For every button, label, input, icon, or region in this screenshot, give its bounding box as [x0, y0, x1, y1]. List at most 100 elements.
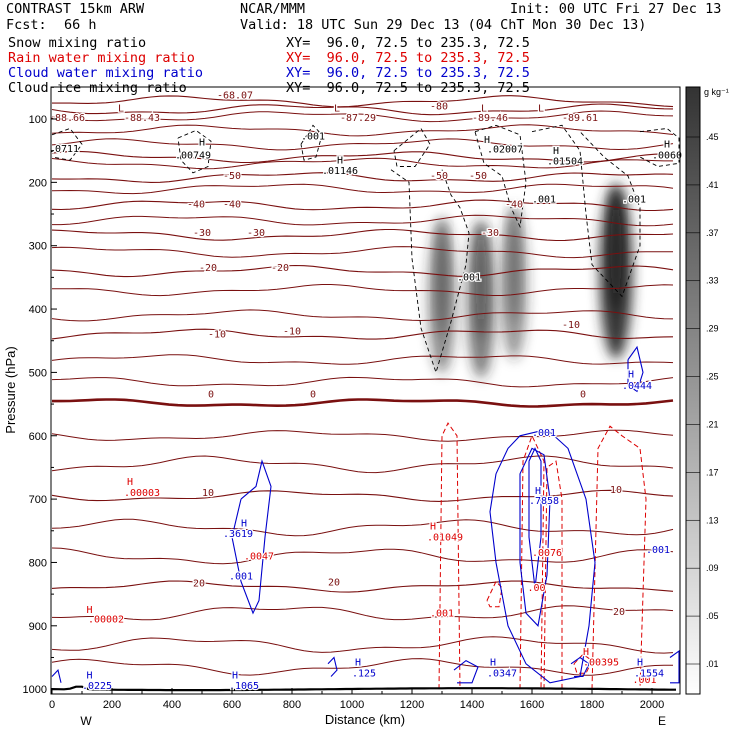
isotherm-line	[51, 518, 674, 537]
cloud-water-high-marker: H	[355, 658, 361, 669]
field-rain-xy: XY= 96.0, 72.5 to 235.3, 72.5	[286, 50, 530, 66]
cloud-ice-contour	[300, 124, 323, 161]
x-axis-east-label: E	[658, 714, 666, 728]
cloud-ice-high-marker: H	[199, 138, 205, 149]
temperature-low-marker: L	[538, 103, 544, 114]
x-tick-label: 0	[49, 699, 55, 711]
snow-shading-core	[436, 216, 448, 337]
field-snow-name: Snow mixing ratio	[8, 35, 147, 51]
isotherm-label: -88.66	[49, 113, 85, 124]
isotherm-label: 10	[202, 488, 214, 499]
isotherm-label: 10	[610, 485, 622, 496]
rain-water-contour	[486, 580, 503, 608]
isotherm-label: 0	[580, 390, 586, 401]
snow-shading-core	[610, 191, 622, 312]
y-tick-label: 600	[29, 431, 47, 443]
y-tick-label: 1000	[23, 684, 47, 696]
x-tick-label: 200	[103, 699, 121, 711]
isotherm-label: -10	[283, 326, 301, 337]
isotherm-line	[51, 547, 674, 565]
cloud-water-high-marker: H	[86, 670, 92, 681]
cloud-water-label: .0225	[82, 681, 112, 692]
x-tick-label: 400	[163, 699, 181, 711]
cloud-water-label: .0444	[622, 381, 652, 392]
x-tick-label: 1000	[340, 699, 364, 711]
isotherm-line	[51, 183, 674, 195]
cloud-ice-label: .001	[457, 273, 481, 284]
field-cloudice-xy: XY= 96.0, 72.5 to 235.3, 72.5	[286, 80, 530, 96]
cloud-water-label: .7858	[529, 496, 559, 507]
isotherm-line	[51, 658, 674, 676]
cloud-ice-label: .01504	[547, 157, 583, 168]
rain-water-label: .0076	[532, 548, 562, 559]
isotherm-label: -80	[430, 101, 448, 112]
rain-water-contour	[519, 434, 545, 690]
isotherm-line	[51, 455, 674, 474]
isotherm-line	[52, 284, 674, 297]
rain-water-high-marker: H	[583, 647, 589, 658]
colorbar-tick-label: .29	[706, 324, 719, 334]
cloud-ice-label: .01146	[322, 166, 358, 177]
cloud-water-contour	[327, 656, 338, 677]
x-axis-label: Distance (km)	[325, 712, 405, 727]
cloud-water-high-marker: H	[637, 658, 643, 669]
isotherm-label: -50	[469, 171, 487, 182]
x-tick-label: 1200	[400, 699, 424, 711]
y-tick-label: 200	[29, 177, 47, 189]
field-snow-xy: XY= 96.0, 72.5 to 235.3, 72.5	[286, 35, 530, 51]
cloud-ice-contour	[639, 128, 680, 167]
x-tick-label: 600	[223, 699, 241, 711]
isotherm-label: -30	[481, 228, 499, 239]
org-label: NCAR/MMM	[240, 1, 306, 17]
isotherm-label: 0	[310, 390, 316, 401]
isotherm-line	[51, 103, 674, 116]
cloud-ice-high-marker: H	[553, 146, 559, 157]
rain-water-high-marker: H	[86, 605, 92, 616]
cloud-water-high-marker: H	[490, 658, 496, 669]
isotherm-line	[51, 605, 674, 621]
isotherm-label: -88.43	[124, 113, 160, 124]
isotherm-label: -20	[199, 263, 217, 274]
x-tick-label: 2000	[640, 699, 664, 711]
rain-water-high-marker: H	[127, 477, 133, 488]
isotherm-label: -10	[562, 320, 580, 331]
init-label: Init: 00 UTC Fri 27 Dec 13	[510, 1, 722, 17]
isotherm-line	[51, 264, 674, 278]
isotherm-label: 0	[208, 390, 214, 401]
cloud-water-contour	[669, 650, 680, 684]
isotherm-line	[51, 172, 674, 183]
x-tick-label: 800	[283, 699, 301, 711]
cloud-ice-contour	[474, 124, 527, 229]
colorbar-tick-label: .01	[706, 659, 719, 669]
isotherm-line	[51, 309, 674, 322]
cloud-water-contour	[489, 428, 596, 684]
temperature-low-marker: L	[334, 103, 340, 114]
cloud-ice-label: .0060	[652, 150, 682, 161]
isotherm-line	[51, 124, 674, 137]
valid-label: Valid: 18 UTC Sun 29 Dec 13 (04 ChT Mon …	[240, 17, 647, 33]
isotherm-line	[51, 228, 674, 242]
y-tick-label: 500	[29, 367, 47, 379]
y-tick-label: 900	[29, 621, 47, 633]
fcst-value: 66 h	[64, 17, 97, 33]
isotherm-line	[51, 246, 674, 259]
colorbar-tick-label: .05	[706, 611, 719, 621]
colorbar-tick-label: .25	[706, 372, 719, 382]
isotherm-label: -10	[208, 330, 226, 341]
isotherm-label: -50	[430, 171, 448, 182]
y-tick-label: 400	[29, 304, 47, 316]
cloud-ice-label: .001	[622, 195, 646, 206]
cloud-ice-high-marker: H	[337, 155, 343, 166]
isotherm-label: -89.46	[472, 113, 508, 124]
isotherm-line	[51, 328, 674, 340]
cloud-water-contour	[453, 659, 479, 684]
colorbar-tick-label: .09	[706, 563, 719, 573]
isotherm-line	[51, 429, 674, 442]
x-axis-west-label: W	[80, 714, 92, 728]
cloud-ice-contour	[531, 124, 641, 298]
cloud-water-contour	[528, 447, 542, 588]
cloud-water-high-marker: H	[535, 486, 541, 497]
rain-water-label: .001	[632, 675, 656, 686]
cloud-ice-contour	[51, 127, 83, 161]
